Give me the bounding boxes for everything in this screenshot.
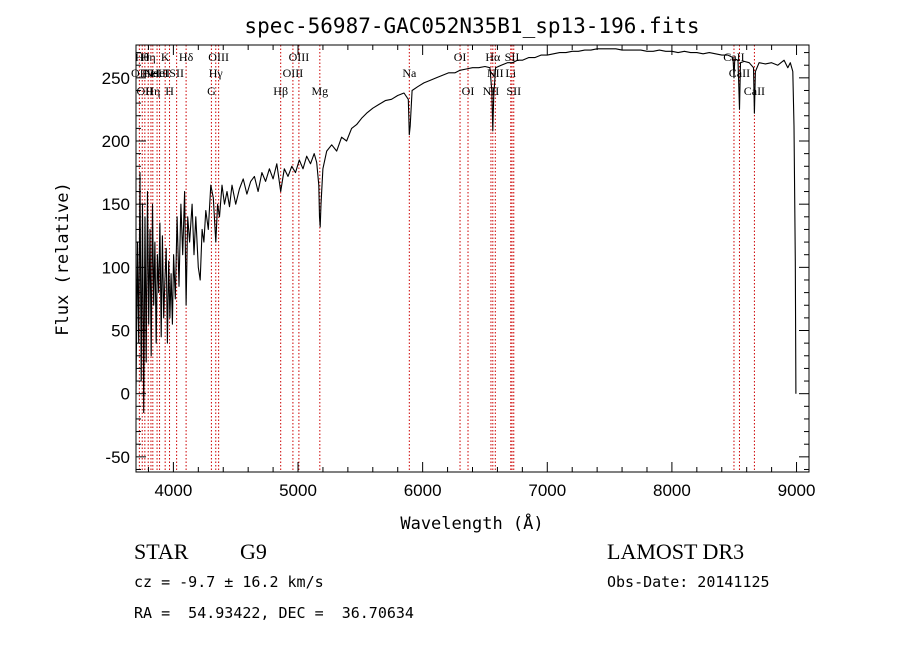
spectral-line-labels: OIIHθOIIHηHeIHηNeIIIHeIKHSIIHδGHγOIIIHβO… [131,50,765,98]
y-tick-label--50: -50 [105,448,130,467]
x-tick-label-9000: 9000 [778,481,816,500]
line-label-16: OIII [283,66,304,80]
x-tick-label-6000: 6000 [404,481,442,500]
line-label-7: HeI [151,66,169,80]
line-label-29: CaII [729,66,750,80]
line-label-13: Hγ [209,66,224,80]
line-label-2: OII [137,84,154,98]
x-tick-label-8000: 8000 [653,481,691,500]
line-label-17: OIII [289,50,310,64]
x-tick-label-5000: 5000 [279,481,317,500]
line-label-27: SII [506,84,521,98]
line-label-23: Hα [485,50,501,64]
line-label-22: NII [483,84,500,98]
line-label-15: Hβ [273,84,288,98]
sky-coordinates: RA = 54.93422, DEC = 36.70634 [134,604,414,622]
line-label-0: OII [131,66,148,80]
series-layer [135,48,797,414]
line-label-18: Mg [311,84,328,98]
line-label-21: OI [462,84,475,98]
line-label-26: SII [505,50,520,64]
line-label-20: OI [454,50,467,64]
y-tick-label-150: 150 [102,195,130,214]
line-label-19: Na [402,66,417,80]
series-line-flux [135,48,797,414]
chart-title: spec-56987-GAC052N35B1_sp13-196.fits [244,14,699,38]
line-label-11: Hδ [179,50,194,64]
line-label-3: Hη [141,50,156,64]
x-tick-label-4000: 4000 [154,481,192,500]
x-axis-label: Wavelength (Å) [400,512,543,534]
y-tick-label-0: 0 [121,385,130,404]
line-label-28: CaII [723,50,744,64]
y-tick-label-100: 100 [102,258,130,277]
line-label-12: G [207,84,216,98]
line-label-10: SII [169,66,184,80]
object-type: STAR [134,539,189,564]
line-label-14: OIII [208,50,229,64]
line-label-5: Hη [145,84,160,98]
line-label-8: K [161,50,170,64]
object-subclass: G9 [240,539,267,564]
y-tick-label-50: 50 [111,322,130,341]
redshift-velocity: cz = -9.7 ± 16.2 km/s [134,573,324,591]
plot-frame [135,44,810,473]
y-tick-label-200: 200 [102,132,130,151]
line-label-1: Hθ [135,50,150,64]
spectral-line-markers [138,45,755,472]
line-label-6: NeIII [144,66,170,80]
observation-date: Obs-Date: 20141125 [607,573,770,591]
line-label-25: Li [505,66,516,80]
y-axis-label: Flux (relative) [53,182,73,336]
x-tick-label-7000: 7000 [528,481,566,500]
axis-ticks: 4000 5000 6000 7000 8000 9000 -50 0 50 100 150 200 2… [102,45,816,500]
line-label-9: H [165,84,174,98]
survey-release: LAMOST DR3 [607,539,745,564]
line-label-4: HeI [142,66,160,80]
y-tick-label-250: 250 [102,69,130,88]
